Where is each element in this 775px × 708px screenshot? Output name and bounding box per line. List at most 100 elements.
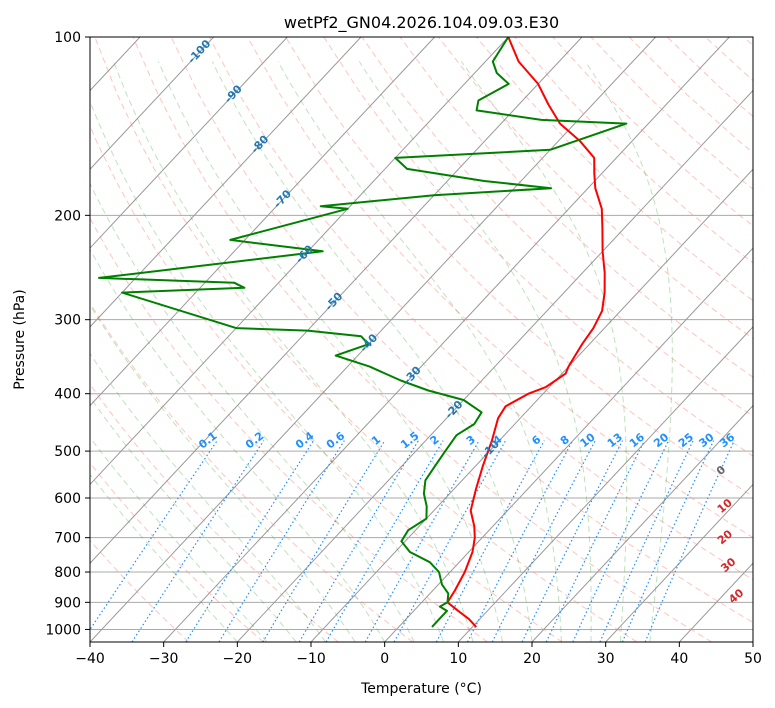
moist-adiabat-line [90, 182, 415, 642]
mixing-ratio-label: 0.6 [324, 429, 348, 451]
isotherm-line [605, 483, 753, 642]
dry-adiabat-line [285, 37, 753, 498]
moist-adiabat-line [90, 352, 327, 642]
isotherm-line [310, 168, 753, 642]
moist-adiabat-label: 10 [715, 496, 735, 516]
y-tick-label: 100 [54, 30, 81, 46]
mixing-ratio-label: 0.2 [243, 429, 266, 451]
isotherm-line [678, 562, 753, 642]
moist-adiabat-line [90, 473, 238, 642]
mixing-ratio-line [599, 440, 694, 642]
x-tick-label: −30 [149, 651, 179, 667]
mixing-ratio-label: 6 [529, 433, 543, 448]
mixing-ratio-label: 0.1 [196, 429, 219, 451]
y-tick-label: 900 [54, 595, 81, 611]
dry-adiabat-line [90, 217, 488, 642]
mixing-ratio-line [491, 440, 596, 642]
dry-adiabat-line [247, 37, 753, 539]
moist-adiabat-label: 20 [715, 527, 735, 547]
dewpoint-line [98, 37, 628, 628]
isotherm-line [90, 37, 362, 328]
isotherm-line [236, 89, 753, 642]
isotherm-line [531, 404, 753, 642]
mixing-ratio-line [298, 440, 419, 642]
mixing-ratio-label: 16 [627, 430, 647, 450]
dry-adiabat-line [476, 37, 753, 302]
mixing-ratio-line [572, 440, 670, 642]
chart-title: wetPf2_GN04.2026.104.09.03.E30 [284, 13, 559, 33]
mixing-ratio-line [262, 440, 386, 642]
moist-adiabat-line [277, 61, 562, 642]
x-tick-label: −20 [223, 651, 253, 667]
mixing-ratio-line [621, 440, 715, 642]
mixing-ratio-line [435, 440, 545, 642]
x-tick-label: −40 [75, 651, 105, 667]
dry-adiabat-line [170, 37, 753, 624]
mixing-ratio-line [364, 440, 480, 642]
dry-adiabat-line [90, 383, 339, 642]
temperature-line [446, 37, 606, 628]
isotherm-line [90, 37, 288, 249]
mixing-ratio-line [131, 440, 265, 642]
isotherm-line [457, 326, 753, 642]
dry-adiabat-line [590, 37, 753, 190]
moist-adiabat-line [460, 61, 628, 642]
dry-adiabat-line [666, 37, 753, 118]
x-tick-label: 10 [449, 651, 467, 667]
dry-adiabat-line [323, 37, 753, 457]
x-tick-label: −10 [296, 651, 326, 667]
x-tick-label: 30 [597, 651, 615, 667]
mixing-ratio-line [545, 440, 646, 642]
moist-adiabat-line [113, 61, 474, 642]
isotherm-line [90, 37, 583, 564]
y-tick-label: 1000 [45, 622, 81, 638]
y-tick-label: 500 [54, 444, 81, 460]
mixing-ratio-line [466, 440, 574, 642]
dry-adiabat-line [705, 37, 753, 82]
mixing-ratio-label: 0.4 [293, 429, 317, 451]
y-tick-label: 200 [54, 208, 81, 224]
data-lines [98, 37, 628, 628]
dry-adiabat-line [208, 37, 753, 581]
dry-adiabat-line [90, 302, 414, 642]
isotherm-line [90, 37, 215, 171]
mixing-ratio-line [644, 440, 735, 642]
moist-adiabat-line [90, 396, 297, 642]
isotherm-line [90, 37, 657, 642]
moist-adiabat-line [90, 436, 268, 642]
mixing-ratio-line [218, 440, 345, 642]
moist-adiabat-line [584, 61, 673, 642]
mixing-ratio-label: 13 [605, 431, 625, 451]
mixing-ratio-label: 36 [717, 430, 737, 450]
moist-adiabat-line [211, 61, 533, 642]
y-tick-label: 700 [54, 531, 81, 547]
isotherm-line [384, 247, 753, 642]
isotherm-line [90, 37, 436, 407]
moist-adiabat-line [158, 61, 503, 642]
y-tick-label: 400 [54, 387, 81, 403]
mixing-ratio-line [90, 440, 218, 631]
mixing-ratio-line [325, 440, 444, 642]
moist-adiabat-line [358, 61, 592, 642]
mixing-ratio-line [393, 440, 507, 642]
moist-adiabat-line [90, 248, 386, 642]
isotherm-line [90, 37, 509, 486]
y-tick-label: 300 [54, 313, 81, 329]
y-tick-label: 800 [54, 565, 81, 581]
isotherm-line [0, 37, 66, 642]
axes: −40 −30 −20 −10 0 10 20 30 40 5010009008007006005… [45, 30, 762, 667]
dry-adiabat-line [132, 37, 712, 642]
moist-adiabat-line [90, 304, 356, 642]
y-axis-title: Pressure (hPa) [12, 289, 28, 389]
mixing-ratio-label: 2 [428, 433, 442, 448]
x-tick-label: 50 [744, 651, 762, 667]
y-tick-label: 600 [54, 491, 81, 507]
background-lines [0, 37, 753, 642]
dry-adiabat-line [90, 124, 563, 642]
plot-frame [89, 36, 754, 643]
dry-adiabat-line [90, 539, 190, 642]
mixing-ratio-line [521, 440, 624, 642]
dry-adiabat-line [437, 37, 753, 340]
dry-adiabat-line [90, 462, 264, 642]
